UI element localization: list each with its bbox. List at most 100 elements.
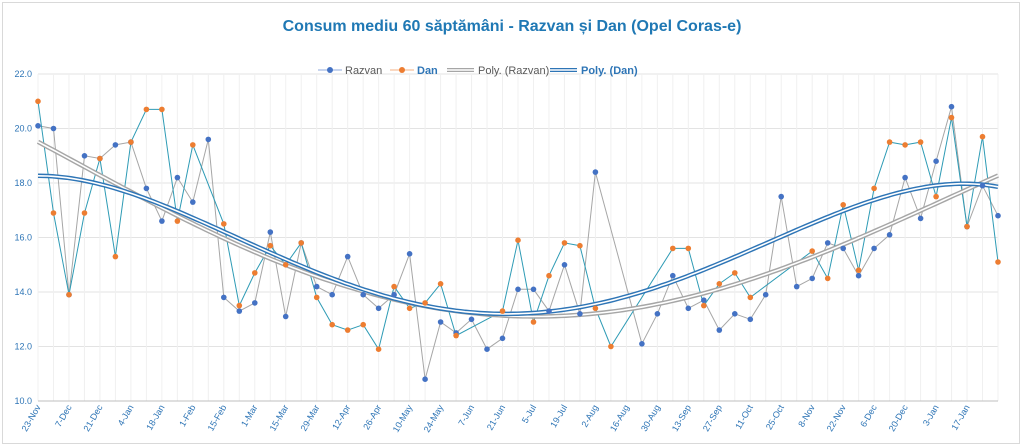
x-tick-label: 16-Aug (608, 403, 631, 433)
dan-point (855, 267, 862, 274)
dan-point (143, 106, 150, 113)
razvan-point (391, 291, 397, 298)
trendline-poly-razvan-inner (37, 141, 999, 318)
dan-point (391, 283, 397, 290)
razvan-point (499, 335, 506, 342)
x-tick-label: 27-Sep (701, 403, 724, 433)
razvan-point (530, 286, 537, 293)
razvan-point (50, 125, 57, 132)
dan-point (716, 281, 723, 287)
razvan-point (793, 283, 800, 290)
x-tick-label: 1-Mar (239, 403, 259, 428)
dan-point (437, 281, 444, 287)
razvan-point (484, 346, 490, 353)
dan-point (670, 245, 676, 252)
dan-point (174, 218, 181, 224)
x-tick-label: 13-Sep (670, 403, 693, 433)
y-tick-label: 20.0 (14, 124, 32, 134)
dan-point (360, 321, 367, 328)
razvan-point (685, 305, 692, 312)
dan-point (732, 270, 738, 276)
razvan-point (344, 253, 351, 260)
x-tick-label: 7-Dec (53, 403, 74, 429)
dan-point (608, 343, 614, 350)
legend: Razvan Dan Poly. (Razvan) Poly. (Dan) (318, 65, 638, 77)
x-tick-label: 23-Nov (20, 403, 43, 434)
dan-point (964, 223, 970, 230)
razvan-point (221, 294, 227, 301)
dan-point (809, 248, 815, 254)
dan-point (453, 332, 459, 339)
x-tick-label: 1-Feb (177, 403, 197, 428)
razvan-point (236, 308, 243, 314)
razvan-point (81, 153, 88, 159)
dan-point (112, 253, 119, 260)
legend-item-razvan: Razvan (318, 65, 382, 77)
x-tick-label: 20-Dec (887, 403, 910, 434)
dan-point (933, 193, 939, 200)
dan-point (66, 291, 72, 298)
x-tick-label: 25-Oct (764, 403, 786, 432)
legend-label-razvan: Razvan (345, 65, 382, 77)
x-tick-label: 15-Mar (268, 403, 291, 433)
razvan-point (313, 283, 320, 290)
x-tick-label: 7-Jun (456, 403, 476, 427)
razvan-point (515, 286, 521, 293)
razvan-point (732, 311, 738, 317)
dan-point (577, 242, 583, 249)
razvan-point (948, 103, 955, 110)
x-tick-label: 2-Aug (579, 403, 600, 429)
dan-point (329, 321, 336, 328)
dan-point (375, 346, 382, 353)
dan-point (81, 210, 88, 216)
x-tick-label: 6-Dec (858, 403, 879, 429)
razvan-point (112, 142, 119, 148)
dan-point (979, 133, 986, 140)
dan-point (530, 319, 537, 325)
x-axis: 23-Nov 7-Dec 21-Dec 4-Jan 18-Jan 1-Feb 15-Feb 1… (20, 403, 972, 434)
y-tick-label: 14.0 (14, 287, 32, 297)
razvan-point (670, 272, 676, 279)
x-tick-label: 18-Jan (144, 403, 166, 432)
y-tick-label: 16.0 (14, 233, 32, 243)
chart-title: Consum mediu 60 săptămâni - Razvan și Da… (283, 18, 742, 35)
x-tick-label: 22-Nov (825, 403, 848, 434)
razvan-point (174, 174, 181, 181)
dan-point (995, 259, 1001, 265)
x-tick-label: 11-Oct (733, 403, 755, 431)
dan-point (35, 98, 41, 105)
dan-point (871, 185, 877, 192)
razvan-point (422, 376, 428, 383)
dan-point (948, 114, 955, 121)
legend-item-dan: Dan (390, 65, 438, 77)
x-tick-label: 17-Jan (949, 403, 971, 432)
razvan-point (855, 272, 862, 279)
razvan-point (654, 311, 661, 317)
dan-point (298, 240, 305, 246)
dan-point (685, 245, 692, 252)
dan-point (515, 237, 521, 243)
legend-label-dan: Dan (417, 65, 438, 77)
legend-label-poly-razvan: Poly. (Razvan) (478, 65, 549, 77)
dan-point (344, 327, 351, 333)
dan-point (592, 305, 599, 312)
razvan-point (546, 308, 552, 314)
dan-point (886, 139, 893, 145)
razvan-point (360, 291, 367, 298)
dan-point (252, 270, 258, 276)
dan-point (917, 139, 924, 145)
y-tick-label: 12.0 (14, 342, 32, 352)
razvan-point (143, 185, 150, 192)
legend-item-poly-razvan: Poly. (Razvan) (447, 65, 549, 77)
dan-point (282, 262, 289, 268)
razvan-point (840, 245, 846, 252)
x-tick-label: 26-Apr (361, 403, 383, 431)
razvan-point (824, 240, 831, 246)
razvan-point (159, 218, 165, 224)
razvan-point (809, 275, 815, 282)
y-tick-label: 22.0 (14, 69, 32, 79)
x-tick-label: 3-Jan (921, 403, 941, 427)
dan-point (840, 202, 846, 208)
razvan-point (995, 212, 1001, 219)
razvan-point (468, 316, 475, 323)
